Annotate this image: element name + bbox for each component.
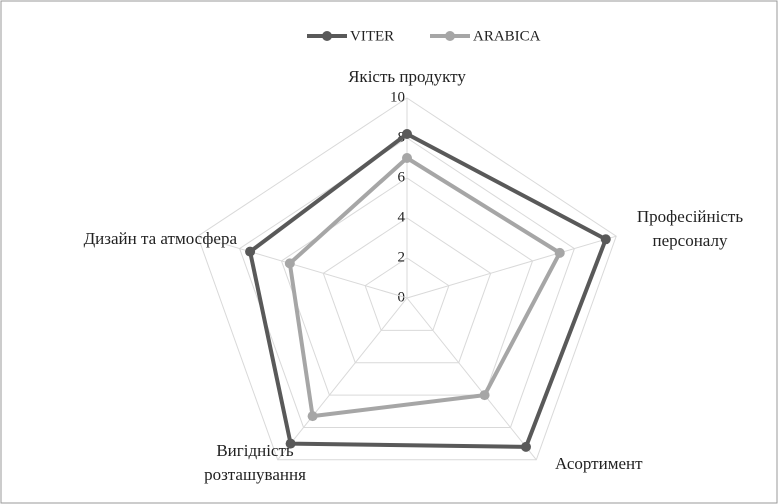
r-tick-label: 0 — [398, 289, 406, 305]
category-label: Професійність персоналу — [637, 207, 743, 250]
data-point — [402, 129, 412, 139]
series-line — [248, 132, 608, 449]
grid-ring — [197, 97, 617, 461]
data-point — [307, 411, 318, 422]
data-point — [554, 247, 565, 258]
category-label: Дизайн та атмосфера — [84, 229, 238, 248]
spoke — [277, 297, 408, 461]
r-tick-label: 10 — [390, 89, 405, 105]
grid-ring — [364, 257, 450, 331]
data-point — [245, 246, 256, 257]
data-point — [479, 390, 490, 401]
legend-marker — [445, 31, 455, 41]
data-point — [285, 438, 296, 449]
grid-ring — [280, 177, 534, 396]
data-point — [600, 234, 611, 245]
r-tick-label: 2 — [398, 249, 406, 265]
grid-ring — [239, 137, 575, 428]
spoke — [197, 235, 408, 299]
legend-label: ARABICA — [473, 28, 541, 44]
r-tick-label: 6 — [398, 169, 406, 185]
data-point — [402, 153, 412, 163]
data-point — [520, 441, 531, 452]
category-label: Асортимент — [555, 454, 643, 473]
category-label: Якість продукту — [348, 67, 466, 86]
category-label: Вигідність розташування — [204, 441, 306, 484]
spoke — [406, 297, 537, 461]
legend-label: VITER — [350, 28, 394, 44]
series-line — [287, 156, 562, 419]
data-point — [284, 258, 295, 269]
r-tick-label: 4 — [398, 209, 406, 225]
grid-ring — [322, 217, 492, 364]
legend-marker — [322, 31, 332, 41]
spoke — [406, 235, 617, 299]
